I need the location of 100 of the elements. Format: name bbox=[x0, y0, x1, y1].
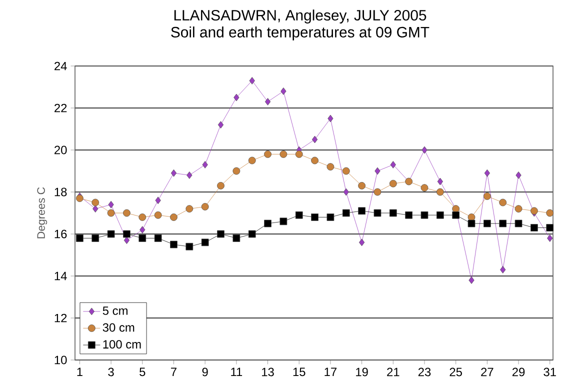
x-tick-label: 23 bbox=[418, 368, 431, 376]
point bbox=[123, 230, 130, 238]
x-tick-label: 27 bbox=[481, 368, 494, 376]
legend-label: 30 cm bbox=[102, 323, 134, 332]
x-tick-label: 5 bbox=[140, 368, 146, 376]
legend-label: 5 cm bbox=[102, 306, 128, 315]
x-tick-label: 31 bbox=[544, 368, 556, 376]
point bbox=[468, 220, 476, 228]
point bbox=[342, 167, 350, 175]
y-tick-label: 20 bbox=[54, 146, 67, 154]
point bbox=[92, 205, 98, 212]
point bbox=[124, 236, 130, 244]
x-tick-label: 21 bbox=[387, 368, 400, 376]
point bbox=[358, 207, 366, 215]
point bbox=[311, 156, 318, 164]
x-tick-label: 3 bbox=[108, 368, 114, 376]
x-tick-label: 17 bbox=[324, 368, 337, 376]
point bbox=[514, 205, 522, 212]
point bbox=[499, 220, 507, 228]
y-tick-label: 10 bbox=[54, 356, 67, 364]
point bbox=[107, 230, 115, 238]
point bbox=[326, 214, 334, 221]
point bbox=[280, 218, 288, 226]
point bbox=[516, 172, 522, 179]
point bbox=[138, 234, 146, 242]
point bbox=[312, 136, 318, 144]
y-tick-label: 22 bbox=[54, 104, 67, 112]
point bbox=[108, 200, 114, 208]
point bbox=[92, 198, 100, 206]
point bbox=[342, 209, 350, 217]
chart-subtitle: Soil and earth temperatures at 09 GMT bbox=[171, 26, 430, 40]
y-tick-label: 24 bbox=[54, 62, 67, 70]
point bbox=[483, 192, 491, 200]
point bbox=[264, 150, 272, 158]
point bbox=[107, 209, 115, 217]
y-axis-title: Degrees C bbox=[37, 187, 48, 238]
point bbox=[484, 169, 490, 177]
chart-title: LLANSADWRN, Anglesey, JULY 2005 bbox=[174, 10, 426, 24]
point bbox=[420, 211, 428, 219]
y-tick-label: 14 bbox=[54, 272, 67, 280]
point bbox=[295, 150, 303, 158]
point bbox=[405, 211, 413, 219]
x-tick-label: 11 bbox=[231, 368, 242, 376]
point bbox=[186, 205, 194, 212]
x-tick-label: 29 bbox=[512, 368, 525, 376]
point bbox=[201, 203, 209, 210]
point bbox=[422, 146, 428, 154]
point bbox=[328, 114, 334, 122]
point bbox=[264, 98, 271, 106]
point bbox=[280, 88, 286, 95]
point bbox=[249, 77, 255, 84]
point bbox=[547, 234, 553, 242]
point bbox=[374, 167, 380, 175]
point bbox=[499, 198, 507, 206]
y-tick-label: 18 bbox=[54, 188, 67, 196]
point bbox=[154, 211, 162, 219]
y-tick-label: 16 bbox=[54, 230, 67, 238]
point bbox=[140, 226, 146, 234]
point bbox=[170, 214, 178, 221]
point bbox=[217, 230, 224, 238]
point bbox=[437, 178, 443, 186]
point bbox=[468, 276, 474, 284]
point bbox=[374, 209, 382, 217]
point bbox=[154, 234, 162, 242]
point bbox=[389, 180, 397, 188]
point bbox=[248, 156, 256, 164]
point bbox=[358, 238, 365, 246]
point bbox=[390, 161, 396, 168]
x-tick-label: 9 bbox=[202, 368, 208, 376]
point bbox=[514, 220, 522, 228]
point bbox=[76, 234, 84, 242]
point bbox=[546, 224, 554, 232]
point bbox=[218, 121, 224, 128]
x-tick-label: 25 bbox=[450, 368, 462, 376]
point bbox=[264, 220, 272, 228]
point bbox=[358, 182, 366, 190]
point bbox=[343, 188, 349, 196]
point bbox=[452, 211, 460, 219]
x-tick-label: 7 bbox=[171, 368, 176, 376]
point bbox=[248, 230, 256, 238]
point bbox=[123, 209, 130, 217]
x-tick-label: 15 bbox=[293, 368, 306, 376]
point bbox=[280, 150, 288, 158]
point bbox=[155, 196, 161, 204]
x-tick-label: 1 bbox=[77, 368, 82, 376]
point bbox=[420, 184, 428, 192]
point bbox=[186, 172, 192, 179]
point bbox=[234, 94, 240, 102]
point bbox=[217, 182, 224, 190]
point bbox=[170, 240, 178, 248]
point bbox=[295, 211, 303, 219]
x-tick-label: 13 bbox=[262, 368, 274, 376]
point bbox=[92, 234, 100, 242]
point bbox=[436, 211, 444, 219]
point bbox=[326, 163, 334, 170]
point bbox=[232, 234, 240, 242]
point bbox=[374, 188, 382, 196]
legend-label: 100 cm bbox=[103, 340, 141, 349]
point bbox=[546, 209, 554, 217]
x-tick-label: 19 bbox=[356, 368, 368, 376]
